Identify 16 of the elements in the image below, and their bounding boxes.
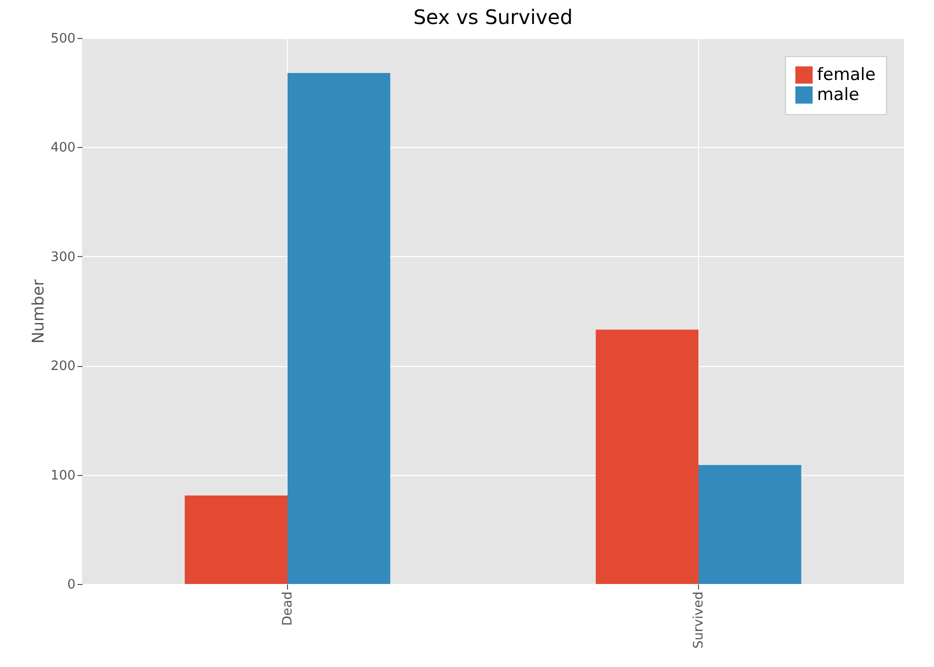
y-tick-label: 0 bbox=[67, 578, 76, 592]
y-tick-label: 300 bbox=[50, 250, 76, 265]
bar bbox=[596, 330, 698, 584]
bar bbox=[698, 464, 802, 584]
x-tick-label: Survived bbox=[692, 592, 706, 649]
y-tick-label: 100 bbox=[50, 468, 76, 484]
y-tick-label: 200 bbox=[50, 359, 76, 374]
legend-label: male bbox=[817, 85, 860, 105]
legend-label: female bbox=[817, 65, 876, 85]
bar bbox=[184, 496, 288, 584]
y-tick-label: 500 bbox=[50, 32, 76, 46]
y-tick-label: 400 bbox=[50, 140, 76, 156]
y-axis-title: Number bbox=[28, 278, 48, 344]
bar bbox=[288, 72, 390, 584]
chart-title: Sex vs Survived bbox=[413, 5, 573, 29]
x-tick-label: Dead bbox=[280, 592, 296, 626]
